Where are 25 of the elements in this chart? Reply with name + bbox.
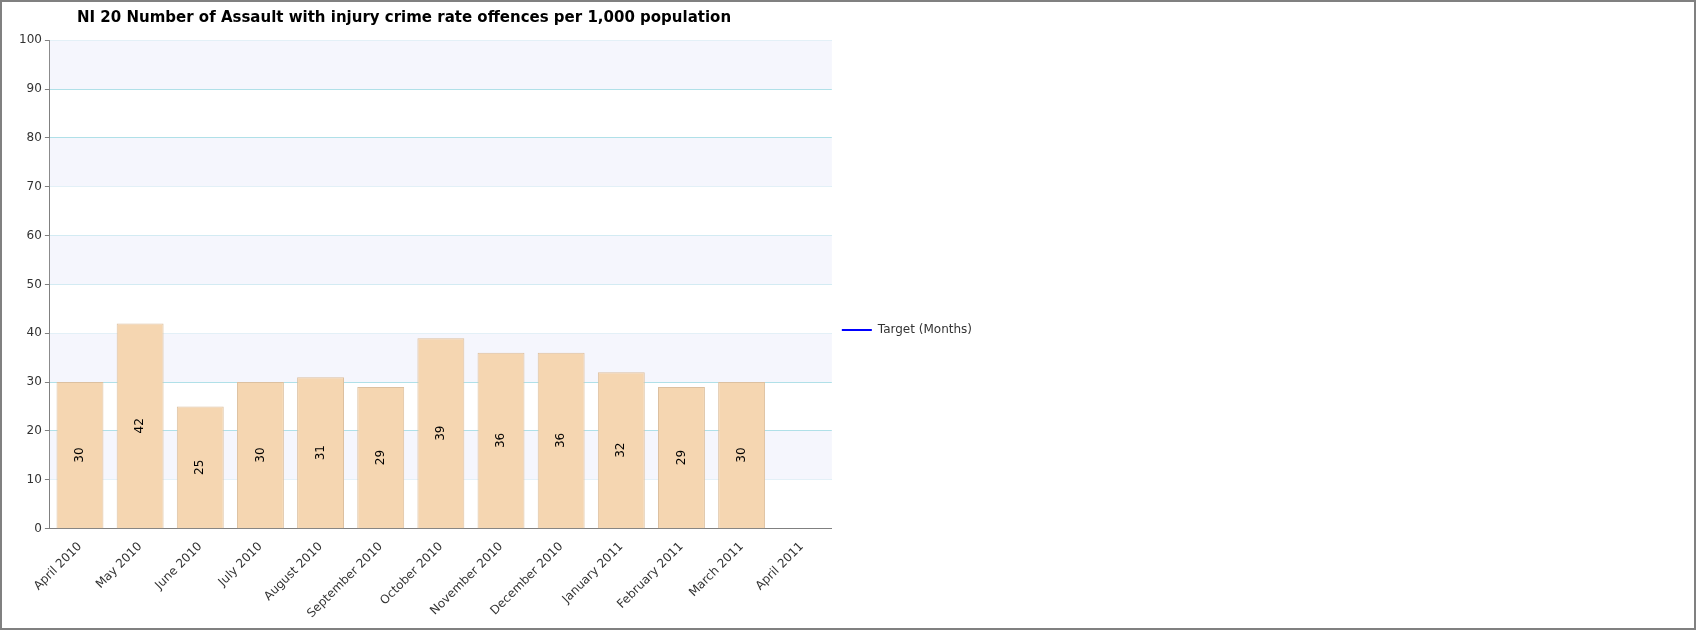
- data-label: 42: [132, 418, 147, 434]
- y-tick-label: 90: [26, 81, 42, 96]
- data-label: 30: [252, 447, 267, 463]
- y-tick-label: 60: [26, 227, 42, 242]
- data-label: 29: [372, 449, 387, 466]
- data-label: 30: [72, 447, 87, 463]
- data-label: 36: [493, 432, 508, 449]
- data-label: 39: [432, 425, 447, 441]
- y-tick-label: 70: [26, 178, 42, 193]
- chart-title: NI 20 Number of Assault with injury crime rate offences per 1,000 population: [77, 8, 732, 26]
- data-label: 30: [733, 447, 748, 463]
- legend-label: Target (Months): [876, 322, 973, 337]
- y-tick-label: 20: [26, 423, 42, 438]
- data-label: 25: [192, 459, 207, 475]
- y-tick-label: 50: [26, 276, 42, 291]
- data-label: 29: [673, 449, 688, 466]
- y-tick-label: 40: [26, 325, 42, 340]
- y-tick-label: 80: [26, 130, 42, 145]
- data-label: 32: [613, 442, 628, 458]
- y-tick-label: 10: [26, 471, 42, 486]
- data-label: 31: [312, 445, 327, 461]
- y-tick-label: 0: [34, 520, 42, 535]
- data-label: 36: [553, 432, 568, 449]
- y-tick-label: 30: [26, 374, 42, 389]
- y-tick-label: 100: [19, 32, 42, 47]
